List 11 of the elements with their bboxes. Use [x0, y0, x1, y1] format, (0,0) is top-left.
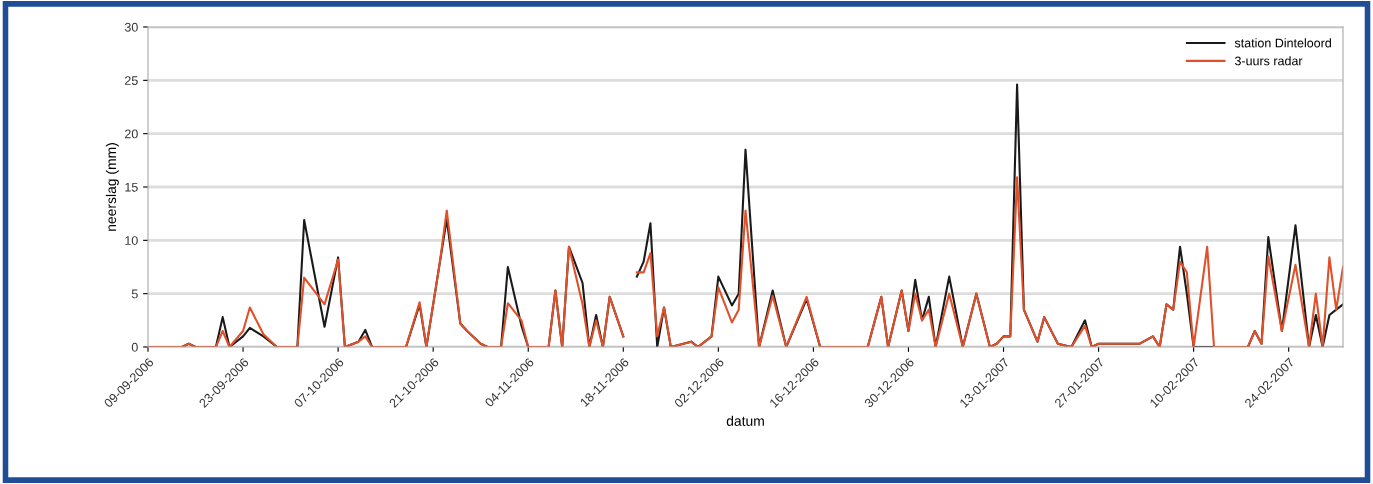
y-tick-label: 25	[125, 76, 138, 85]
y-axis-title: neerslag (mm)	[105, 143, 119, 231]
y-tick-label: 5	[131, 289, 138, 299]
y-tick-label: 30	[124, 22, 138, 32]
legend-label: 3-uurs radar	[1234, 56, 1303, 66]
y-tick-label: 10	[125, 236, 138, 245]
x-axis-title: datum	[726, 415, 764, 426]
y-tick-label: 0	[131, 342, 138, 352]
legend-label: station Dinteloord	[1234, 38, 1331, 48]
y-tick-label: 20	[125, 129, 138, 139]
y-tick-label: 15	[125, 182, 138, 192]
